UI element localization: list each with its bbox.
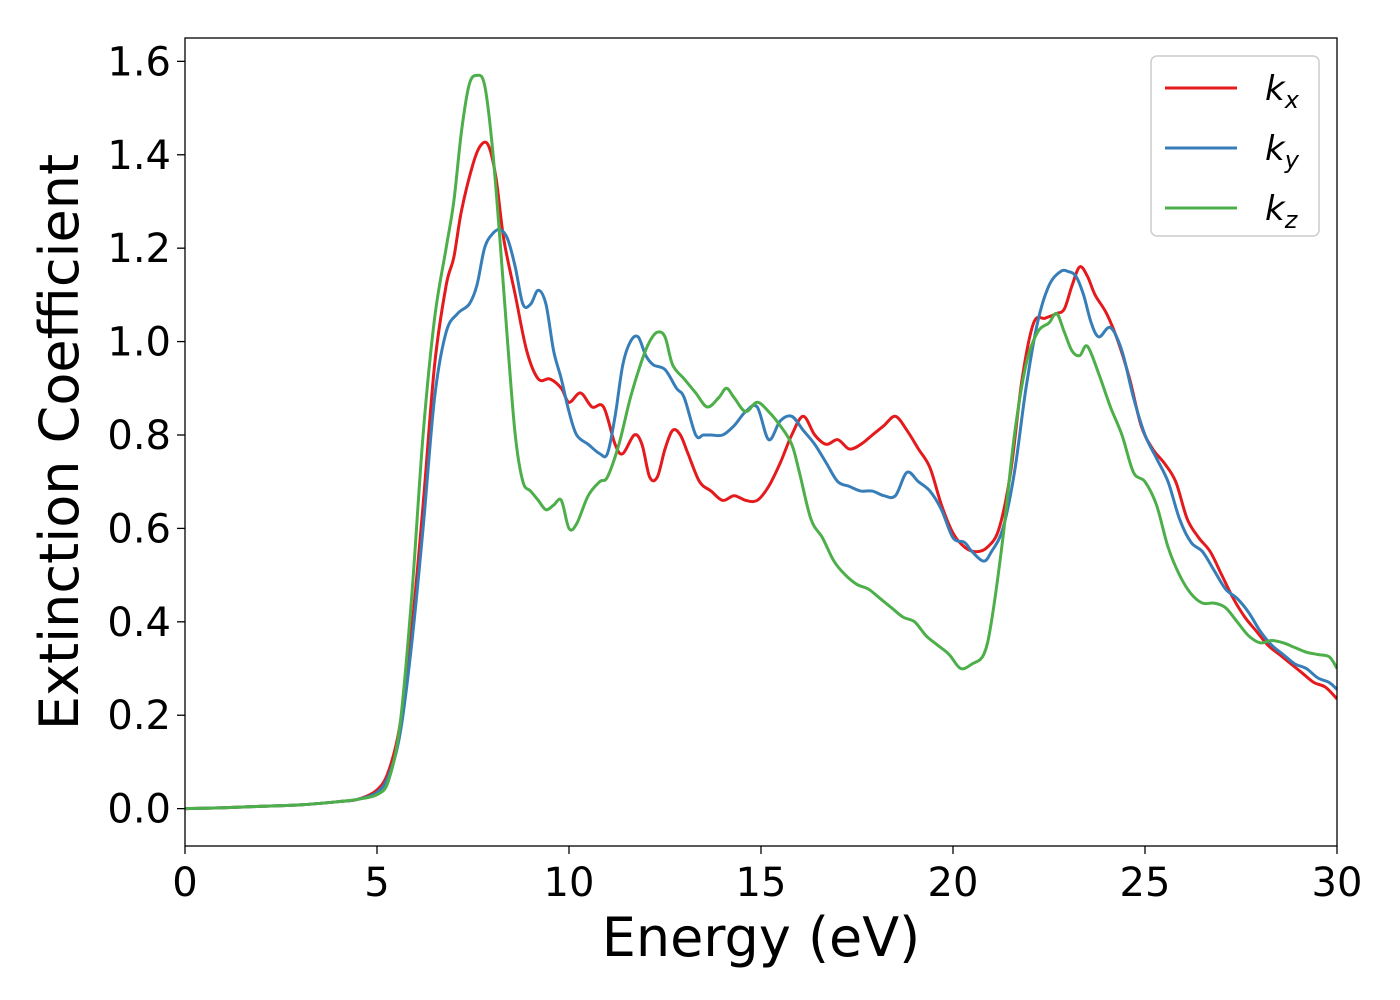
x-tick-label: 30	[1312, 860, 1363, 906]
series-line-ky	[185, 227, 1337, 811]
x-tick-label: 15	[736, 860, 787, 906]
y-tick-label: 0.0	[107, 787, 171, 833]
legend-box	[1150, 55, 1320, 237]
x-tick-label: 20	[928, 860, 979, 906]
legend-label-kx: kx	[1265, 69, 1300, 114]
y-axis-label: Extinction Coefficient	[28, 154, 91, 730]
y-tick-label: 1.0	[107, 320, 171, 366]
y-tick-label: 0.4	[107, 600, 171, 646]
series-line-kz	[185, 73, 1337, 811]
x-axis: 0 5 10 15 20 25 30	[172, 846, 1362, 906]
legend-label-kz: kz	[1265, 189, 1299, 234]
x-tick-label: 0	[172, 860, 197, 906]
x-tick-label: 10	[544, 860, 595, 906]
y-tick-label: 1.4	[107, 133, 171, 179]
legend-label-ky: ky	[1265, 129, 1300, 174]
x-tick-label: 25	[1120, 860, 1171, 906]
y-axis: 0.0 0.2 0.4 0.6 0.8 1.0 1.2 1.4 1.6	[107, 39, 185, 833]
series-layer	[185, 73, 1337, 811]
legend: kx ky kz	[1150, 55, 1320, 237]
y-tick-label: 0.8	[107, 413, 171, 459]
y-tick-label: 1.2	[107, 226, 171, 272]
y-tick-label: 0.2	[107, 693, 171, 739]
x-tick-label: 5	[364, 860, 389, 906]
x-axis-label: Energy (eV)	[602, 906, 921, 969]
y-tick-label: 0.6	[107, 506, 171, 552]
y-tick-label: 1.6	[107, 39, 171, 85]
